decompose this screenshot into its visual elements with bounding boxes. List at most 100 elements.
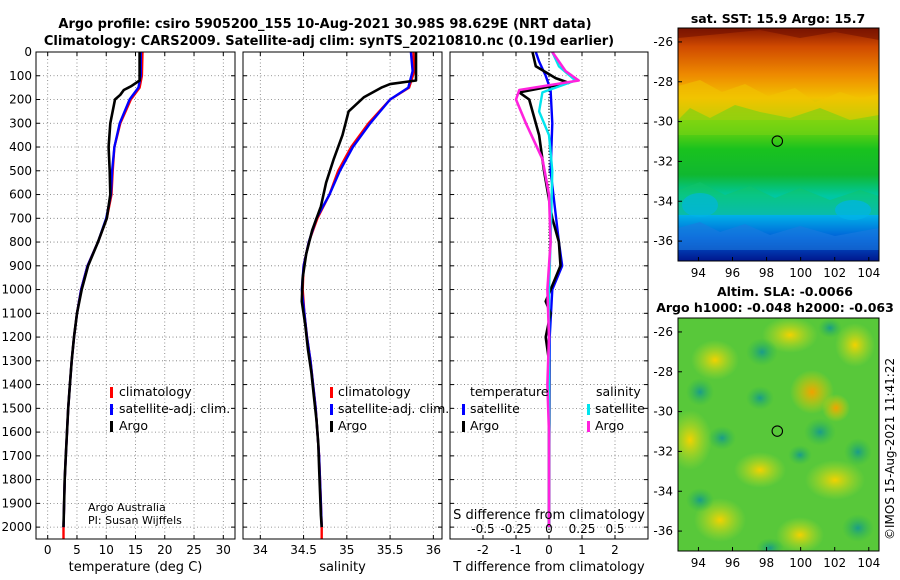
map-x-tick-label: 100 [789,266,812,280]
legend-label-temperature-satellite: satellite [470,401,520,416]
map-y-tick-label: -36 [653,234,673,248]
map-y-tick-label: -34 [653,194,673,208]
legend-label-climatology: climatology [338,384,411,399]
x-tick-label: 36 [426,543,441,557]
plot-frame [242,51,443,540]
legend-swatch-argo [110,421,113,432]
secondary-x-tick-label: 0.5 [605,522,624,536]
legend-swatch-satellite [110,404,113,415]
y-tick-label: 1200 [1,330,32,344]
argo-float-marker [771,135,784,147]
x-axis-label: temperature (deg C) [69,560,203,575]
legend-swatch-climatology [330,387,333,398]
title-line-1: Argo profile: csiro 5905200_155 10-Aug-2… [58,17,591,32]
y-tick-label: 1900 [1,496,32,510]
legend-swatch-salinity-satellite [587,404,590,415]
y-tick-label: 1500 [1,401,32,415]
legend-swatch-temperature-argo [462,421,465,432]
series-line-climatology [62,51,144,539]
y-tick-label: 1300 [1,354,32,368]
map-y-tick-label: -26 [653,325,673,339]
difference-panel: -2 -1 0 1 2 T difference from climatology S di… [449,51,649,575]
secondary-x-tick-label: -0.25 [500,522,531,536]
salinity-legend: climatology satellite-adj. clim. Argo [330,384,449,433]
map-y-tick-label: -36 [653,524,673,538]
map-x-tick-label: 96 [725,266,740,280]
legend-swatch-argo [330,421,333,432]
x-tick-label: 2 [611,543,619,557]
series-line-salinity-argo [514,51,580,528]
map-y-tick-label: -32 [653,154,673,168]
legend-label-temperature-argo: Argo [470,418,499,433]
y-tick-label: 900 [9,259,32,273]
map-y-tick-label: -28 [653,365,673,379]
x-tick-label: 35.5 [377,543,404,557]
difference-legend: temperature salinity satellite Argo sate… [462,384,645,433]
argo-float-marker [771,425,784,437]
legend-swatch-climatology [110,387,113,398]
sst-map-frame [677,27,880,262]
credit-line-2: PI: Susan Wijffels [88,514,182,527]
copyright-stamp: ©IMOS 15-Aug-2021 11:41:22 [883,358,897,540]
map-y-tick-label: -30 [653,405,673,419]
map-x-tick-label: 102 [823,556,846,570]
map-x-tick-label: 98 [759,266,774,280]
sla-heatmap [678,318,879,551]
salinity-panel: 34 34.5 35 35.5 36 salinity [242,51,443,575]
x-tick-label: -1 [510,543,522,557]
title-line-2: Climatology: CARS2009. Satellite-adj cli… [44,34,614,49]
legend-label-satellite: satellite-adj. clim. [338,401,449,416]
x-axis-label: salinity [319,560,366,575]
legend-header-temperature: temperature [470,384,549,399]
y-tick-label: 1700 [1,449,32,463]
legend-label-salinity-satellite: satellite [595,401,645,416]
y-tick-label: 600 [9,188,32,202]
legend-label-argo: Argo [119,418,148,433]
map-axes: 94 96 98 100 102 104 -26 -28 -30 -32 -34 -36 94 96 98 1… [653,35,880,570]
legend-label-argo: Argo [338,418,367,433]
map-x-tick-label: 94 [691,266,706,280]
x-tick-label: 5 [73,543,81,557]
y-tick-label: 400 [9,140,32,154]
x-tick-label: 1 [578,543,586,557]
secondary-axis-label: S difference from climatology [453,508,645,523]
y-tick-label: 300 [9,116,32,130]
map-y-tick-label: -34 [653,484,673,498]
x-tick-label: 10 [99,543,114,557]
y-tick-label: 0 [24,45,32,59]
map-x-tick-label: 102 [823,266,846,280]
legend-header-salinity: salinity [596,384,641,399]
sla-map-frame [677,317,880,552]
legend-swatch-satellite [330,404,333,415]
x-tick-label: 0 [545,543,553,557]
y-tick-label: 1400 [1,378,32,392]
x-tick-label: 20 [157,543,172,557]
x-tick-label: 35 [339,543,354,557]
legend-label-satellite: satellite-adj. clim. [119,401,230,416]
sst-map-title: sat. SST: 15.9 Argo: 15.7 [691,11,865,26]
temperature-panel: 0 5 10 15 20 25 300100200300400500600700800900… [1,45,236,575]
series-line-argo [300,52,418,528]
map-x-tick-label: 98 [759,556,774,570]
sla-map-subtitle: Argo h1000: -0.048 h2000: -0.063 [656,300,894,315]
map-y-tick-label: -30 [653,115,673,129]
y-tick-label: 2000 [1,520,32,534]
secondary-x-tick-label: -0.5 [471,522,494,536]
legend-swatch-salinity-argo [587,421,590,432]
secondary-x-tick-label: 0 [545,522,553,536]
legend-label-salinity-argo: Argo [595,418,624,433]
y-tick-label: 1600 [1,425,32,439]
x-tick-label: -2 [477,543,489,557]
sla-map-title: Altim. SLA: -0.0066 [717,284,853,299]
x-tick-label: 15 [128,543,143,557]
y-tick-label: 1000 [1,283,32,297]
credit-line-1: Argo Australia [88,501,166,514]
x-tick-label: 30 [216,543,231,557]
x-tick-label: 25 [186,543,201,557]
map-y-tick-label: -26 [653,35,673,49]
map-x-tick-label: 100 [789,556,812,570]
legend-swatch-temperature-satellite [462,404,465,415]
x-tick-label: 0 [44,543,52,557]
map-x-tick-label: 104 [857,266,880,280]
y-tick-label: 1800 [1,473,32,487]
